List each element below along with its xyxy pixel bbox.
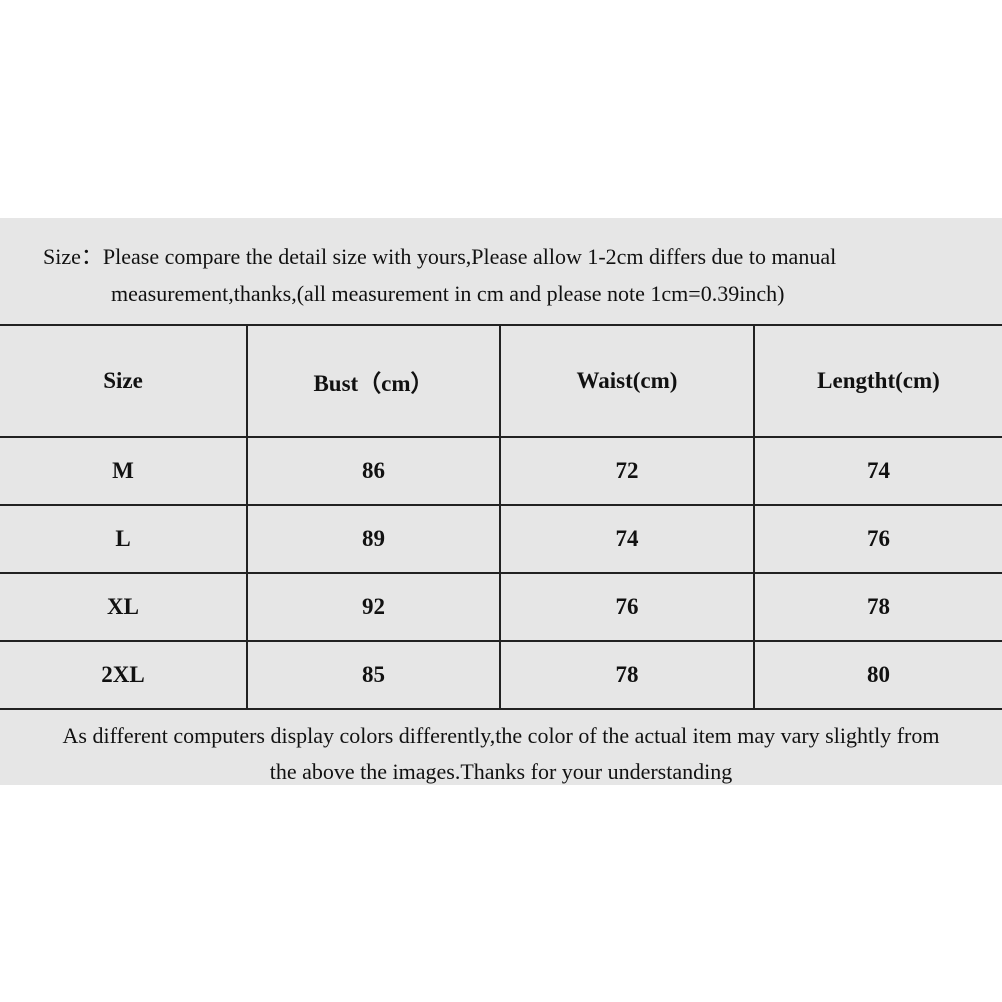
table-row: L 89 74 76	[0, 504, 1002, 574]
table-row: 2XL 85 78 80	[0, 640, 1002, 710]
cell-waist: 76	[499, 572, 755, 642]
cell-bust: 92	[246, 572, 501, 642]
cell-bust: 89	[246, 504, 501, 574]
cell-bust: 85	[246, 640, 501, 710]
table-row: XL 92 76 78	[0, 572, 1002, 642]
cell-waist: 74	[499, 504, 755, 574]
size-table: Size Bust（cm） Waist(cm) Lengtht(cm) M 86…	[0, 324, 1002, 710]
table-header-row: Size Bust（cm） Waist(cm) Lengtht(cm)	[0, 324, 1002, 438]
cell-length: 74	[753, 436, 1002, 506]
size-note-line-2: measurement,thanks,(all measurement in c…	[111, 281, 785, 306]
cell-length: 80	[753, 640, 1002, 710]
cell-size: XL	[0, 572, 248, 642]
table-row: M 86 72 74	[0, 436, 1002, 506]
cell-length: 76	[753, 504, 1002, 574]
cell-waist: 72	[499, 436, 755, 506]
cell-length: 78	[753, 572, 1002, 642]
header-length: Lengtht(cm)	[753, 324, 1002, 438]
disclaimer-line-2: the above the images.Thanks for your und…	[269, 759, 733, 784]
header-bust: Bust（cm）	[246, 324, 501, 438]
cell-waist: 78	[499, 640, 755, 710]
cell-size: 2XL	[0, 640, 248, 710]
cell-bust: 86	[246, 436, 501, 506]
size-chart-panel: Size：Please compare the detail size with…	[0, 218, 1002, 785]
header-size: Size	[0, 324, 248, 438]
size-note-line-1: Size：Please compare the detail size with…	[43, 244, 837, 269]
header-waist: Waist(cm)	[499, 324, 755, 438]
cell-size: M	[0, 436, 248, 506]
color-disclaimer: As different computers display colors di…	[0, 718, 1002, 790]
disclaimer-line-1: As different computers display colors di…	[62, 723, 940, 748]
cell-size: L	[0, 504, 248, 574]
